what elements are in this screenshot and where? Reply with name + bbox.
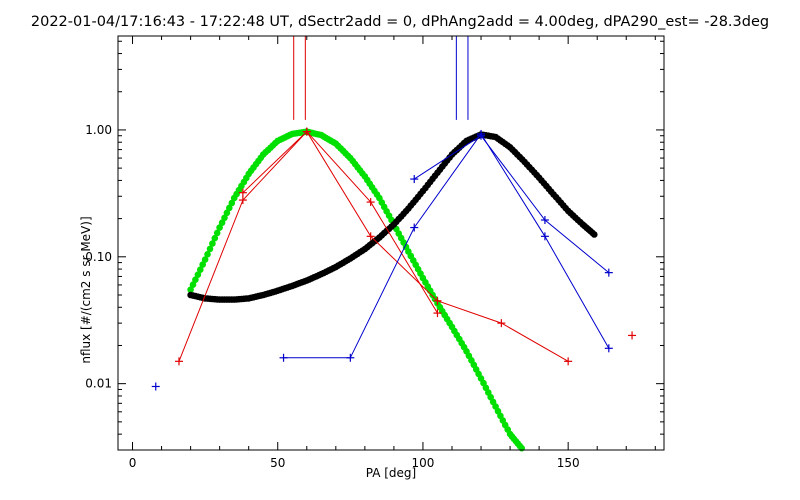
y-axis-ticks: 0.01 0.10 1.00 (85, 40, 664, 451)
red-data-point (238, 188, 247, 197)
marker-lines (293, 36, 469, 120)
green-fit-point (201, 256, 209, 263)
red-series-line-0 (178, 130, 569, 362)
y-tick-label: 0.10 (85, 250, 112, 264)
y-tick-label: 0.01 (85, 377, 112, 391)
x-tick-label: 0 (129, 456, 137, 470)
red-data-point (174, 357, 183, 366)
blue-series-line-4 (283, 132, 610, 359)
blue-data-point (604, 344, 613, 353)
green-fit-point (223, 209, 231, 217)
blue-data-point (346, 353, 355, 362)
green-fit-point (221, 214, 228, 222)
blue-series-line-5 (413, 135, 610, 273)
x-axis-label: PA [deg] (365, 466, 417, 480)
blue-data-point (477, 131, 486, 140)
green-fit-point (197, 266, 204, 274)
y-tick-label: 1.00 (85, 123, 112, 137)
red-data-point (628, 331, 637, 340)
green-fit-point (209, 240, 216, 247)
black-fit-point (591, 231, 598, 238)
x-axis-ticks: 0 50 100 150 (129, 36, 656, 470)
red-data-point (433, 309, 442, 318)
red-data-point (366, 198, 375, 207)
blue-data-point (410, 175, 419, 184)
green-fit-point (228, 199, 236, 207)
red-data-point (564, 357, 573, 366)
blue-data-point (604, 268, 613, 277)
green-fit-point (204, 251, 211, 258)
red-data-point (366, 232, 375, 241)
green-fit-point (194, 271, 202, 279)
chart-title: 2022-01-04/17:16:43 - 17:22:48 UT, dSect… (30, 14, 770, 30)
green-fit-point (226, 204, 233, 212)
green-fit-point (187, 286, 194, 294)
red-data-point (238, 196, 247, 205)
blue-data-point (279, 353, 288, 362)
x-tick-label: 100 (411, 456, 434, 470)
plot-frame (117, 35, 665, 451)
green-fit-point (211, 234, 219, 242)
green-fit-point (192, 276, 199, 284)
red-data-point (302, 127, 311, 136)
blue-data-point (410, 223, 419, 232)
red-data-point (497, 319, 506, 328)
green-fit-point (199, 261, 206, 268)
green-fit-point (189, 281, 197, 289)
green-fit-point (216, 224, 223, 231)
red-data-point (433, 296, 442, 305)
y-axis-label: nflux [#/(cm2 s sr MeV)] (79, 216, 93, 364)
blue-data-point (540, 232, 549, 241)
data-series (151, 127, 637, 391)
green-fit-point (518, 444, 525, 452)
x-tick-label: 150 (557, 456, 580, 470)
blue-data-point (151, 382, 160, 391)
blue-data-point (540, 215, 549, 224)
x-tick-label: 50 (270, 456, 285, 470)
green-fit-point (218, 219, 226, 226)
red-series-line-1 (242, 130, 438, 314)
fit-curves (187, 128, 598, 452)
green-fit-point (206, 245, 214, 253)
green-fit-point (213, 229, 221, 237)
